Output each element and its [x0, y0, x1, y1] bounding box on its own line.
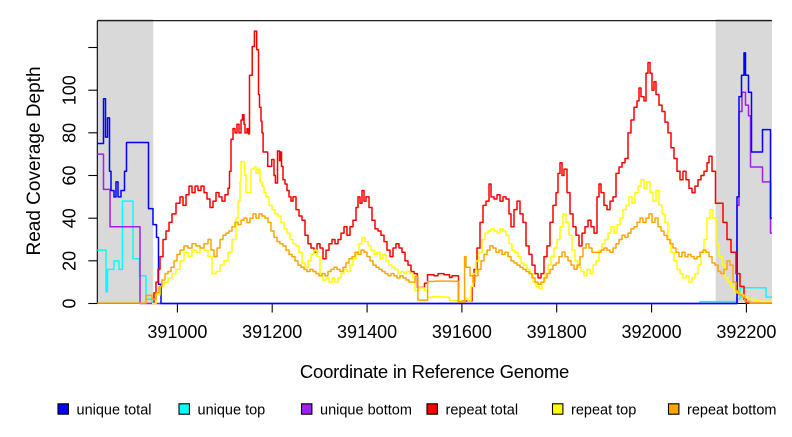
svg-text:392200: 392200 — [716, 322, 776, 342]
svg-text:Read Coverage Depth: Read Coverage Depth — [24, 66, 45, 255]
svg-text:80: 80 — [59, 123, 79, 143]
svg-text:20: 20 — [59, 251, 79, 271]
svg-text:100: 100 — [59, 75, 79, 105]
svg-text:0: 0 — [59, 298, 79, 308]
svg-text:391000: 391000 — [147, 322, 207, 342]
svg-text:392000: 392000 — [622, 322, 682, 342]
svg-text:unique top: unique top — [198, 403, 266, 419]
svg-text:391600: 391600 — [432, 322, 492, 342]
svg-text:60: 60 — [59, 165, 79, 185]
svg-text:40: 40 — [59, 208, 79, 228]
svg-text:repeat total: repeat total — [446, 403, 519, 419]
svg-text:391400: 391400 — [337, 322, 397, 342]
svg-text:unique bottom: unique bottom — [320, 403, 412, 419]
svg-text:unique total: unique total — [77, 403, 152, 419]
svg-text:391800: 391800 — [527, 322, 587, 342]
svg-text:repeat bottom: repeat bottom — [687, 403, 776, 419]
svg-text:391200: 391200 — [242, 322, 302, 342]
svg-text:repeat top: repeat top — [571, 403, 636, 419]
svg-text:Coordinate in Reference Genome: Coordinate in Reference Genome — [300, 361, 569, 382]
